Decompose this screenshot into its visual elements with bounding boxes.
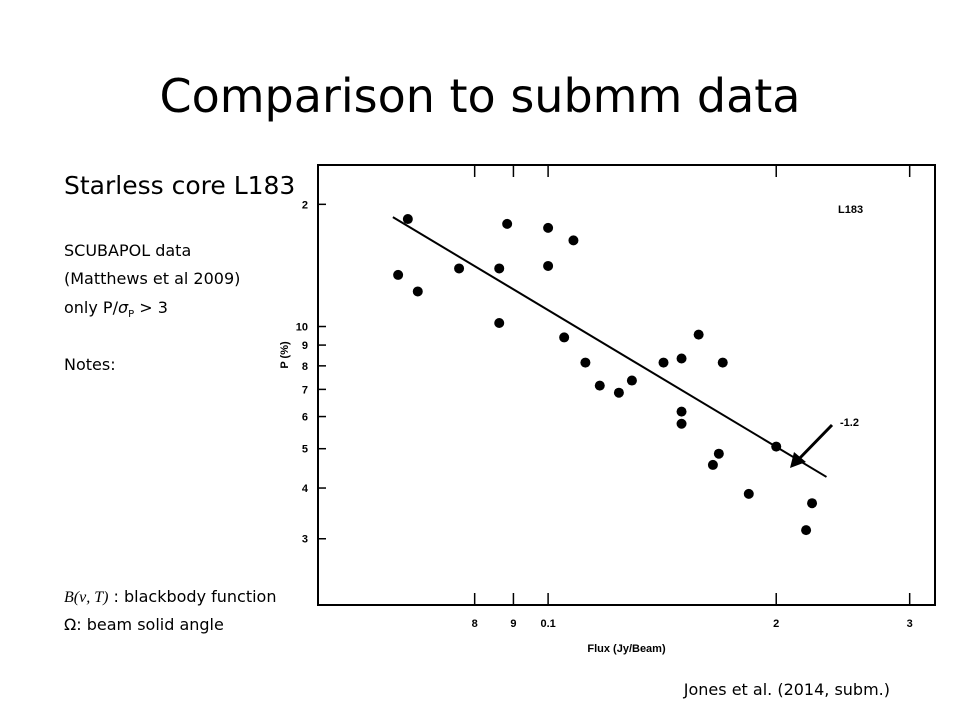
data-point: [707, 459, 718, 470]
note: SCUBAPOL data: [64, 241, 191, 260]
data-point: [412, 286, 423, 297]
data-point: [743, 488, 754, 499]
slide-title: Comparison to submm data: [159, 69, 800, 123]
chart-label: L183: [838, 204, 863, 216]
data-point: [676, 418, 687, 429]
x-tick-label: 2: [773, 618, 779, 630]
data-point: [676, 406, 687, 417]
cut-note: only P/σP > 3: [64, 298, 168, 320]
notes-heading: Notes:: [64, 355, 116, 374]
data-point: [717, 357, 728, 368]
data-point: [626, 375, 637, 386]
y-tick-label: 5: [302, 444, 308, 456]
cut-symbol: σ: [118, 298, 129, 317]
x-tick-label: 8: [472, 618, 478, 630]
cut-suffix: > 3: [134, 298, 168, 317]
legend-text: : blackbody function: [108, 587, 276, 606]
data-point: [580, 357, 591, 368]
data-point: [568, 235, 579, 246]
y-tick-label: 7: [302, 384, 308, 396]
data-point: [801, 525, 812, 536]
x-axis-label: Flux (Jy/Beam): [587, 643, 666, 655]
plot-frame: [317, 164, 936, 606]
data-point: [658, 357, 669, 368]
legend-symbol: Ω: [64, 615, 76, 634]
data-point: [693, 329, 704, 340]
legend-entry: B(ν, T) : blackbody function: [64, 587, 276, 606]
y-tick-label: 4: [302, 483, 309, 495]
y-tick-label: 2: [302, 199, 308, 211]
annotation: -1.2: [840, 417, 859, 429]
arrow: [794, 423, 834, 464]
data-point: [771, 441, 782, 452]
subtitle: Starless core L183: [64, 171, 295, 200]
data-point: [676, 353, 687, 364]
y-tick-label: 8: [302, 361, 308, 373]
legend-symbol: B(ν, T): [64, 589, 108, 606]
cut-subscript: P: [128, 309, 134, 320]
y-tick-label: 6: [302, 412, 308, 424]
data-point: [807, 498, 818, 509]
arrow-head: [790, 452, 806, 468]
x-tick-label: 0.1: [540, 618, 555, 630]
fit-line: [392, 216, 828, 478]
data-point: [543, 260, 554, 271]
x-tick-label: 9: [510, 618, 516, 630]
data-point: [494, 263, 505, 274]
y-tick-label: 9: [302, 340, 308, 352]
note: (Matthews et al 2009): [64, 269, 240, 288]
data-point: [613, 387, 624, 398]
data-point: [594, 380, 605, 391]
x-tick-label: 3: [907, 618, 913, 630]
y-axis-label: P (%): [279, 341, 291, 369]
y-tick-label: 3: [302, 534, 308, 546]
data-point: [713, 448, 724, 459]
data-point: [402, 214, 413, 225]
y-tick-label: 10: [296, 322, 308, 334]
data-point: [502, 218, 513, 229]
legend-text: : beam solid angle: [76, 615, 224, 634]
data-point: [543, 222, 554, 233]
cut-prefix: only P/: [64, 298, 119, 317]
data-point: [454, 263, 465, 274]
credit: Jones et al. (2014, subm.): [683, 680, 890, 699]
data-point: [494, 318, 505, 329]
data-point: [393, 269, 404, 280]
data-point: [559, 332, 570, 343]
legend-entry: Ω: beam solid angle: [64, 615, 224, 634]
